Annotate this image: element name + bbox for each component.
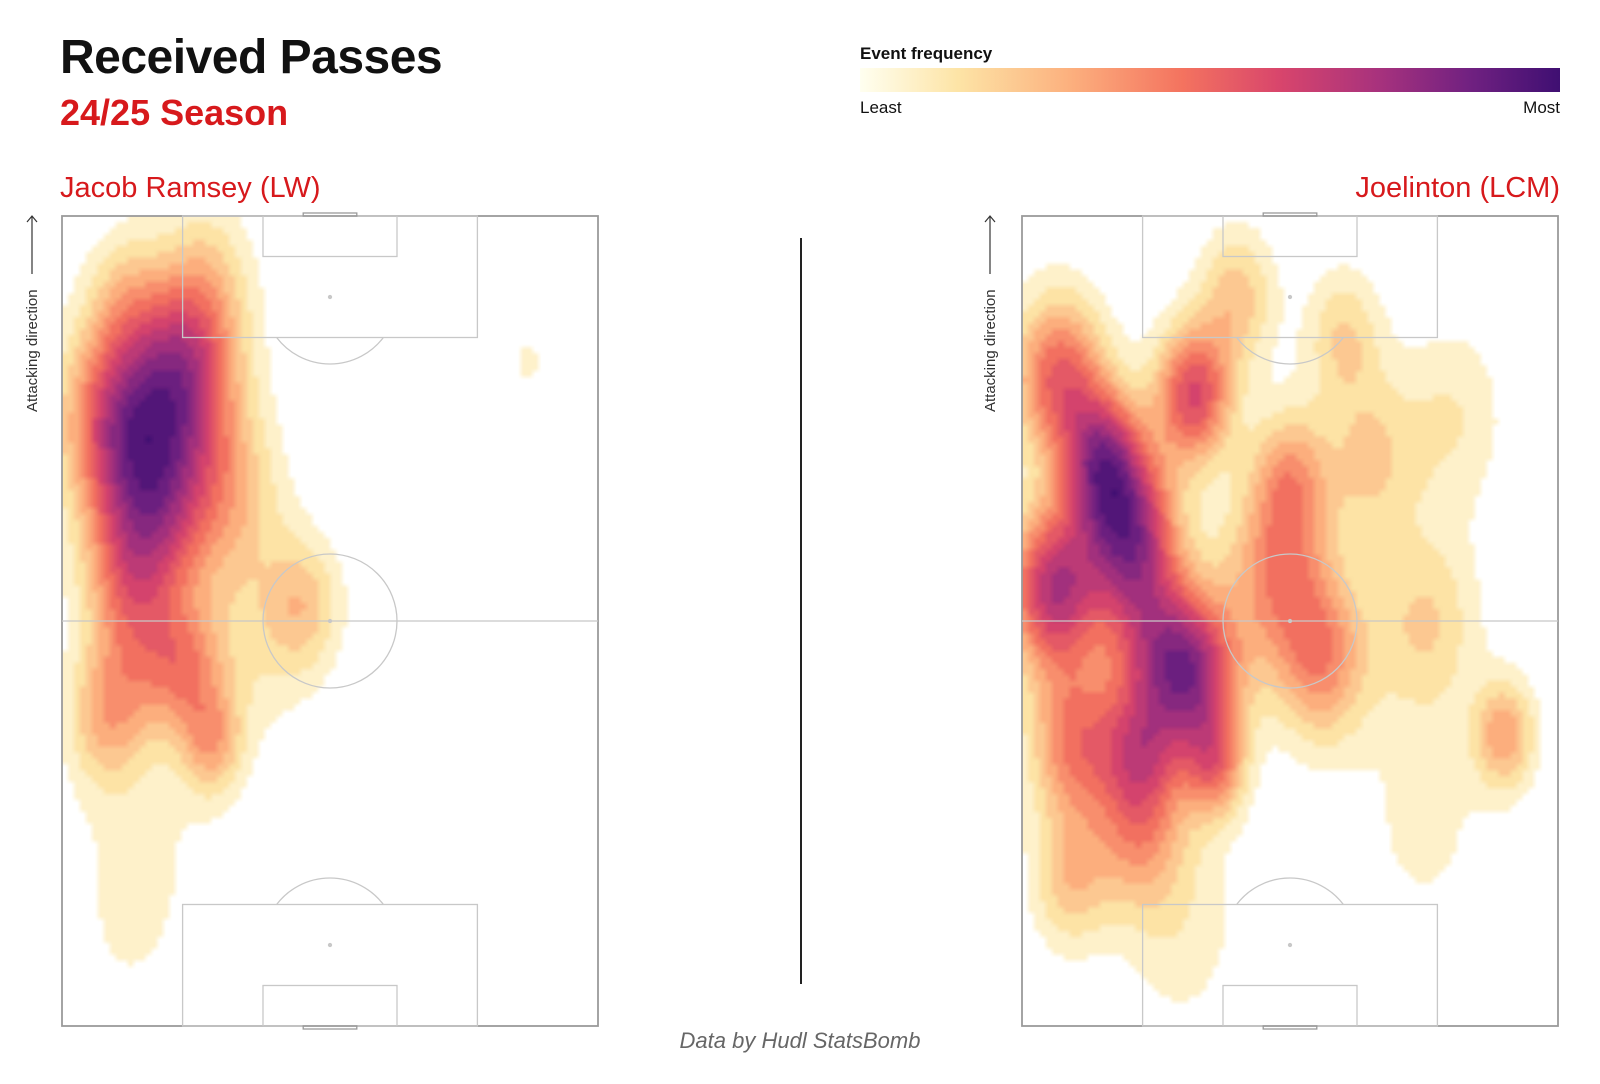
attacking-direction-arrow-icon: Attacking direction	[982, 215, 999, 412]
player-name-left: Jacob Ramsey (LW)	[60, 172, 321, 204]
penalty-spot-own	[1287, 942, 1293, 948]
penalty-arc-own	[276, 877, 384, 905]
data-credit: Data by Hudl StatsBomb	[679, 1028, 921, 1053]
color-legend: Event frequency Least Most	[860, 44, 1560, 124]
attacking-direction-label: Attacking direction	[982, 289, 999, 412]
pitch-markings	[1021, 212, 1559, 1030]
goal-attacking	[302, 212, 358, 217]
pitch-markings	[61, 212, 599, 1030]
panel-divider	[800, 238, 802, 984]
centre-spot	[1287, 618, 1293, 624]
penalty-spot-own	[327, 942, 333, 948]
attacking-direction-left: Attacking direction	[18, 212, 48, 432]
centre-spot	[327, 618, 333, 624]
heatmap-pitch-left	[61, 212, 599, 1030]
penalty-spot-attacking	[1287, 294, 1293, 300]
penalty-arc-attacking	[276, 337, 384, 365]
attacking-direction-arrow-icon: Attacking direction	[24, 215, 41, 412]
heatmap-pitch-right	[1021, 212, 1559, 1030]
legend-gradient-bar	[860, 68, 1560, 92]
attacking-direction-label: Attacking direction	[24, 289, 41, 412]
goal-own	[1262, 1025, 1318, 1030]
chart-title: Received Passes	[60, 31, 443, 84]
legend-title: Event frequency	[860, 44, 993, 63]
centre-circle	[262, 553, 398, 689]
chart-subtitle: 24/25 Season	[60, 92, 289, 133]
penalty-arc-own	[1236, 877, 1344, 905]
goal-attacking	[1262, 212, 1318, 217]
player-name-right: Joelinton (LCM)	[1355, 172, 1560, 204]
penalty-spot-attacking	[327, 294, 333, 300]
legend-least-label: Least	[860, 98, 902, 117]
goal-own	[302, 1025, 358, 1030]
centre-circle	[1222, 553, 1358, 689]
attacking-direction-right: Attacking direction	[976, 212, 1006, 432]
penalty-arc-attacking	[1236, 337, 1344, 365]
legend-most-label: Most	[1523, 98, 1560, 117]
